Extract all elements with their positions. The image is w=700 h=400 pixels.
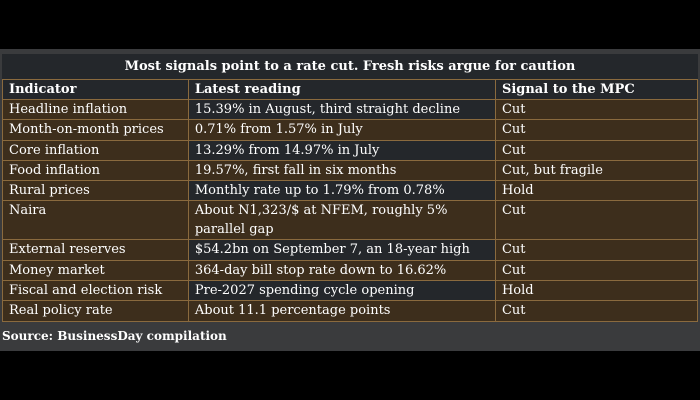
cell-reading: Pre-2027 spending cycle opening [187, 280, 496, 302]
cell-signal: Cut [494, 200, 699, 241]
header-signal: Signal to the MPC [494, 79, 699, 100]
table-row: Rural prices Monthly rate up to 1.79% fr… [2, 180, 699, 202]
cell-signal: Cut [494, 98, 699, 121]
cell-indicator: External reserves [2, 239, 189, 261]
table-row: Fiscal and election risk Pre-2027 spendi… [2, 280, 699, 302]
cell-indicator: Rural prices [2, 180, 189, 202]
table-title: Most signals point to a rate cut. Fresh … [2, 54, 698, 79]
cell-reading: $54.2bn on September 7, an 18-year high [187, 239, 496, 261]
cell-indicator: Money market [2, 259, 189, 282]
cell-signal: Cut [494, 259, 699, 282]
cell-reading: 364-day bill stop rate down to 16.62% [187, 259, 496, 282]
cell-reading: 19.57%, first fall in six months [187, 159, 496, 182]
cell-indicator: Core inflation [2, 139, 189, 161]
table-row: Naira About N1,323/$ at NFEM, roughly 5%… [2, 200, 699, 241]
table-row: Money market 364-day bill stop rate down… [2, 259, 699, 282]
cell-reading: Monthly rate up to 1.79% from 0.78% [187, 180, 496, 202]
cell-signal: Cut [494, 239, 699, 261]
cell-indicator: Naira [2, 200, 189, 241]
source-note: Source: BusinessDay compilation [2, 329, 227, 343]
header-latest-reading: Latest reading [187, 79, 496, 100]
header-row: Indicator Latest reading Signal to the M… [2, 79, 699, 100]
cell-reading: About N1,323/$ at NFEM, roughly 5% paral… [187, 200, 496, 241]
table-row: Month-on-month prices 0.71% from 1.57% i… [2, 119, 699, 141]
cell-signal: Hold [494, 180, 699, 202]
signals-table: Indicator Latest reading Signal to the M… [2, 79, 699, 322]
cell-indicator: Headline inflation [2, 98, 189, 121]
cell-indicator: Month-on-month prices [2, 119, 189, 141]
cell-signal: Cut [494, 119, 699, 141]
table-row: Real policy rate About 11.1 percentage p… [2, 300, 699, 322]
table-row: Food inflation 19.57%, first fall in six… [2, 159, 699, 182]
cell-reading: 15.39% in August, third straight decline [187, 98, 496, 121]
header-indicator: Indicator [2, 79, 189, 100]
cell-signal: Cut [494, 139, 699, 161]
cell-reading: About 11.1 percentage points [187, 300, 496, 322]
table-row: Core inflation 13.29% from 14.97% in Jul… [2, 139, 699, 161]
cell-reading: 13.29% from 14.97% in July [187, 139, 496, 161]
cell-signal: Cut [494, 300, 699, 322]
table-row: Headline inflation 15.39% in August, thi… [2, 98, 699, 121]
cell-indicator: Food inflation [2, 159, 189, 182]
table-row: External reserves $54.2bn on September 7… [2, 239, 699, 261]
cell-signal: Cut, but fragile [494, 159, 699, 182]
cell-reading: 0.71% from 1.57% in July [187, 119, 496, 141]
cell-indicator: Fiscal and election risk [2, 280, 189, 302]
cell-signal: Hold [494, 280, 699, 302]
cell-indicator: Real policy rate [2, 300, 189, 322]
